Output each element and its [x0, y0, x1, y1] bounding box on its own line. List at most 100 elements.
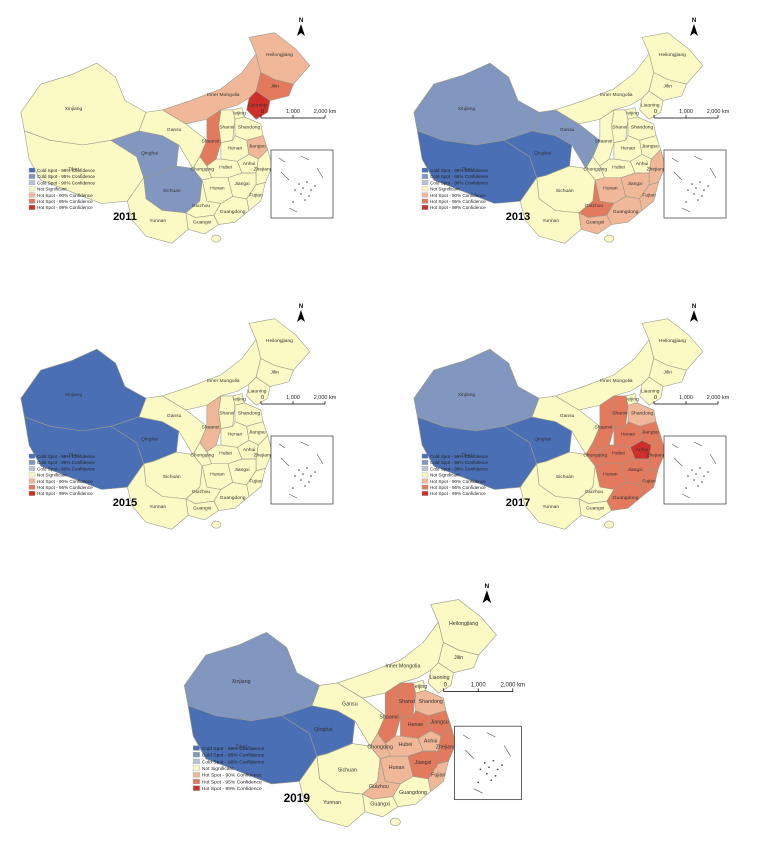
province-label-heilongjiang: Heilongjiang	[659, 52, 686, 58]
province-guangdong	[606, 482, 643, 511]
scale-label: 0	[654, 395, 657, 401]
province-label-shanxi: Shanxi	[399, 699, 415, 705]
province-yunnan	[520, 462, 582, 530]
legend-swatch	[28, 484, 36, 490]
legend-item: Hot Spot - 90% Confidence	[28, 478, 93, 484]
province-label-jilin: Jilin	[454, 655, 463, 661]
legend-item: Not Significant	[421, 186, 460, 192]
scale-label: 2,000 km	[707, 109, 730, 115]
province-label-zhejiang: Zhejiang	[647, 453, 666, 459]
legend-swatch	[421, 453, 429, 459]
province-label-guangdong: Guangdong	[399, 790, 427, 796]
province-label-sichuan: Sichuan	[163, 474, 181, 480]
legend-swatch	[28, 180, 36, 185]
legend-item: Not Significant	[28, 472, 67, 478]
province-label-guangxi: Guangxi	[193, 219, 211, 225]
province-label-jiangsu: Jiangsu	[642, 143, 659, 149]
legend-swatch	[421, 484, 429, 490]
legend-label: Hot Spot - 95% Confidence	[37, 485, 93, 490]
legend-label: Hot Spot - 99% Confidence	[37, 205, 93, 210]
province-label-guangdong: Guangdong	[220, 209, 246, 215]
legend-item: Cold Spot - 90% Confidence	[421, 180, 488, 185]
province-label-sichuan: Sichuan	[556, 188, 574, 194]
province-label-fujian: Fujian	[249, 192, 263, 198]
province-label-guizhou: Guizhou	[192, 203, 211, 209]
province-yunnan	[127, 462, 189, 530]
province-label-xinjiang: Xinjiang	[458, 106, 476, 112]
legend-label: Hot Spot - 95% Confidence	[37, 199, 93, 204]
legend-item: Hot Spot - 99% Confidence	[421, 205, 486, 210]
province-label-qinghai: Qinghai	[141, 150, 158, 156]
province-label-liaoning: Liaoning	[641, 388, 660, 394]
province-label-hunan: Hunan	[210, 185, 225, 191]
province-chongqing	[192, 156, 212, 181]
year-label: 2019	[284, 791, 311, 805]
year-label: 2017	[506, 497, 530, 509]
legend-swatch	[421, 180, 429, 185]
scale-label: 2,000 km	[501, 682, 525, 688]
province-label-gansu: Gansu	[560, 127, 575, 133]
legend-item: Cold Spot - 99% Confidence	[192, 745, 265, 752]
scale-label: 1,000	[679, 109, 693, 115]
legend-label: Hot Spot - 90% Confidence	[37, 193, 93, 198]
legend-label: Hot Spot - 95% Confidence	[202, 779, 262, 785]
province-label-neimenggu: Inner Mongolia	[600, 92, 633, 98]
china-map-svg: Xinjiang Tibet Qinghai Gansu Sichuan Heilongj…	[20, 304, 337, 530]
scale-label: 2,000 km	[314, 395, 337, 401]
province-label-fujian: Fujian	[431, 772, 445, 778]
legend-swatch	[421, 466, 429, 471]
legend-swatch	[28, 198, 36, 204]
province-label-neimenggu: Inner Mongolia	[600, 378, 633, 384]
province-label-yunnan: Yunnan	[542, 504, 559, 510]
scale-label: 1,000	[286, 395, 300, 401]
province-label-beijing: Beijing	[231, 397, 246, 403]
south-china-sea-inset	[663, 149, 727, 219]
province-label-liaoning: Liaoning	[641, 102, 660, 108]
province-label-zhejiang: Zhejiang	[254, 167, 273, 173]
scale-label: 0	[261, 395, 264, 401]
legend-swatch	[421, 198, 429, 204]
province-label-hubei: Hubei	[399, 742, 413, 748]
legend-item: Hot Spot - 99% Confidence	[192, 785, 262, 792]
legend-label: Hot Spot - 99% Confidence	[37, 491, 93, 496]
province-label-hunan: Hunan	[389, 765, 405, 771]
province-label-qinghai: Qinghai	[534, 436, 551, 442]
province-label-chongqing: Chongqing	[190, 453, 214, 459]
legend-item: Cold Spot - 99% Confidence	[421, 167, 488, 173]
province-label-fujian: Fujian	[642, 478, 656, 484]
china-map-svg: Xinjiang Tibet Qinghai Gansu Sichuan Heilongj…	[413, 304, 730, 530]
province-label-guangdong: Guangdong	[613, 495, 639, 501]
provinces-group: Xinjiang Tibet Qinghai Gansu Sichuan Heilongj…	[20, 32, 311, 244]
province-label-henan: Henan	[621, 146, 636, 152]
legend-item: Cold Spot - 95% Confidence	[28, 460, 95, 465]
province-label-chongqing: Chongqing	[583, 167, 607, 173]
province-label-guizhou: Guizhou	[192, 489, 211, 495]
province-label-fujian: Fujian	[249, 478, 263, 484]
province-label-xinjiang: Xinjiang	[65, 392, 83, 398]
legend-label: Cold Spot - 99% Confidence	[430, 454, 488, 459]
province-label-henan: Henan	[621, 432, 636, 438]
legend-label: Cold Spot - 90% Confidence	[37, 180, 95, 185]
legend-swatch	[421, 186, 429, 192]
province-hainan	[211, 520, 222, 529]
province-label-henan: Henan	[408, 722, 424, 728]
province-label-shaanxi: Shaanxi	[379, 714, 398, 720]
province-yunnan	[127, 176, 189, 244]
provinces-group: Xinjiang Tibet Qinghai Gansu Sichuan Heilongj…	[413, 32, 704, 244]
legend-item: Cold Spot - 90% Confidence	[421, 466, 488, 471]
province-hainan	[389, 817, 401, 826]
province-xinjiang	[20, 348, 147, 432]
legend-swatch	[192, 778, 200, 785]
south-china-sea-inset	[270, 435, 334, 505]
legend-label: Cold Spot - 95% Confidence	[37, 174, 95, 179]
legend-item: Cold Spot - 95% Confidence	[421, 460, 488, 465]
legend-swatch	[28, 466, 36, 471]
province-label-xinjiang: Xinjiang	[232, 679, 251, 685]
province-label-anhui: Anhui	[243, 161, 256, 167]
legend-label: Hot Spot - 90% Confidence	[430, 193, 486, 198]
legend-item: Hot Spot - 95% Confidence	[192, 778, 262, 785]
province-label-chongqing: Chongqing	[583, 453, 607, 459]
legend-item: Hot Spot - 95% Confidence	[28, 484, 93, 490]
